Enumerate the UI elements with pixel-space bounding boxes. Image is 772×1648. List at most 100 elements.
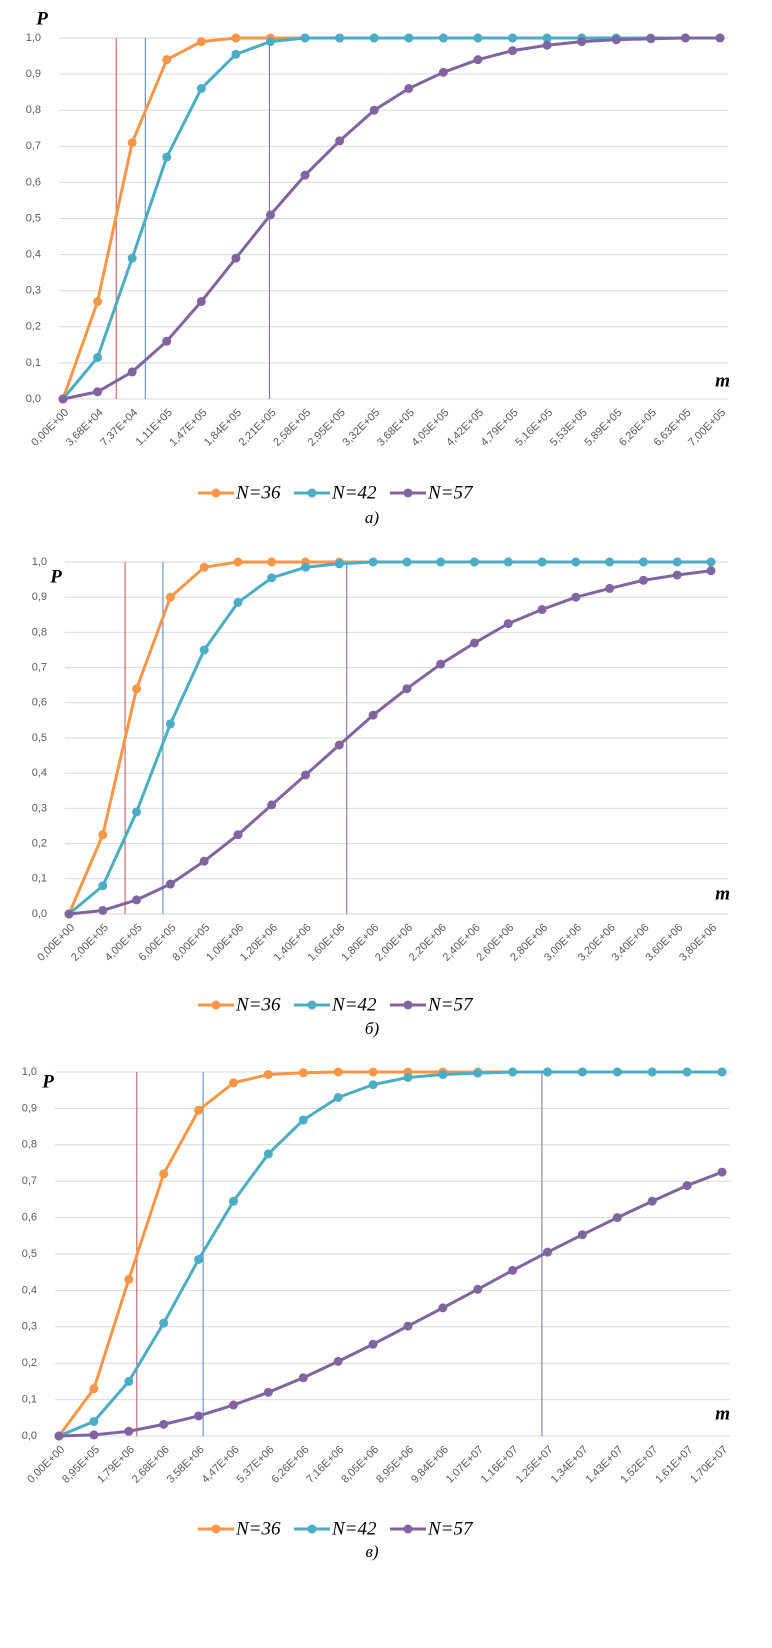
data-point [334,559,344,569]
y-tick-label: 0,4 [22,1284,37,1296]
data-point [199,856,209,866]
series-line [68,569,712,916]
data-point [335,136,345,146]
series-line [61,36,720,400]
data-point [194,1411,204,1421]
data-point [159,1419,169,1429]
data-point [196,37,206,47]
data-point [369,105,379,115]
data-point [717,1067,727,1077]
data-point [368,710,378,720]
data-point [333,1092,343,1102]
data-point [438,1070,448,1080]
data-point [194,1105,204,1115]
data-point [404,84,414,94]
data-point [334,740,344,750]
y-tick-label: 0,1 [26,357,41,369]
y-axis-label: P [35,8,48,29]
data-point [611,35,621,45]
data-point [333,1356,343,1366]
data-point [301,562,311,572]
y-tick-label: 0,7 [26,140,41,152]
caption: б) [365,1019,380,1038]
y-tick-label: 0,9 [32,591,47,603]
data-point [301,770,311,780]
data-point [267,573,277,583]
data-point [577,1067,587,1077]
y-tick-label: 0,8 [22,1139,37,1151]
x-tick-label: 3,80E+06 [677,922,719,964]
data-point [54,1431,64,1441]
data-point [93,297,103,307]
data-point [263,1387,273,1397]
data-point [403,1321,413,1331]
data-point [402,557,412,567]
data-point [265,210,275,220]
data-point [98,830,108,840]
data-point [89,1384,99,1394]
y-tick-label: 0,0 [22,1430,37,1442]
data-point [612,1067,622,1077]
legend-marker [307,1000,317,1010]
x-axis-label: m [715,883,730,904]
y-tick-label: 0,5 [32,732,47,744]
y-tick-label: 1,0 [22,1066,37,1078]
data-point [298,1068,308,1078]
data-point [132,895,142,905]
y-tick-label: 0,1 [22,1394,37,1406]
data-point [638,557,648,567]
data-point [706,557,716,567]
legend-marker [211,1524,221,1534]
legend-marker [403,488,413,498]
data-point [196,84,206,94]
data-point [124,1274,134,1284]
data-point [717,1167,727,1177]
caption: а) [365,508,380,527]
y-tick-label: 0,6 [26,176,41,188]
y-tick-label: 0,0 [26,393,41,405]
data-point [473,1068,483,1078]
data-point [647,1196,657,1206]
x-tick-label: 7,37E+04 [98,407,140,449]
legend-label: N=57 [427,482,474,503]
data-point [89,1416,99,1426]
data-point [542,40,552,50]
data-point [199,645,209,655]
legend-marker [307,488,317,498]
data-point [543,1067,553,1077]
data-point [265,37,275,47]
data-point [298,1373,308,1383]
legend-label: N=42 [331,482,377,503]
data-point [93,352,103,362]
data-point [706,566,716,576]
data-point [571,592,581,602]
data-point [98,881,108,891]
data-point [165,592,175,602]
data-point [333,1067,343,1077]
data-point [672,557,682,567]
x-tick-label: 1,70E+07 [688,1444,730,1486]
data-point [228,1078,238,1088]
data-point [469,638,479,648]
data-point [503,619,513,629]
series-line [62,36,720,401]
x-axis-label: m [715,1403,730,1424]
data-point [228,1400,238,1410]
data-point [159,1169,169,1179]
data-point [542,33,552,43]
data-point [680,33,690,43]
y-tick-label: 0,6 [32,697,47,709]
data-point [231,253,241,263]
data-point [682,1067,692,1077]
data-point [508,1265,518,1275]
y-tick-label: 0,6 [22,1212,37,1224]
y-tick-label: 0,2 [26,321,41,333]
data-point [89,1430,99,1440]
data-point [127,367,137,377]
y-axis-label: P [49,566,62,587]
y-tick-label: 0,3 [22,1321,37,1333]
data-point [298,1115,308,1125]
data-point [508,33,518,43]
y-tick-label: 1,0 [26,32,41,44]
